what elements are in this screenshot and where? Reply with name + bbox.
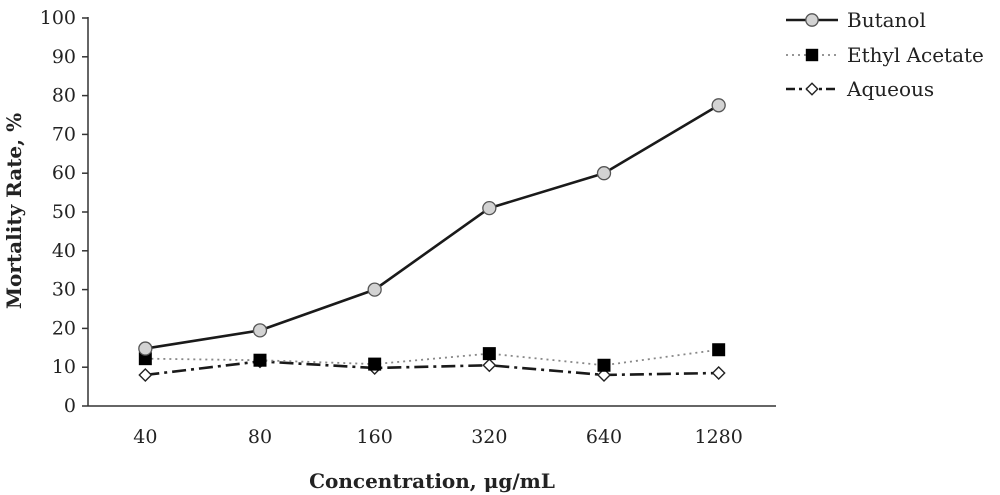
legend-marker-ethyl-acetate bbox=[805, 48, 819, 62]
x-tick-label: 40 bbox=[133, 426, 157, 448]
x-tick-label: 160 bbox=[357, 426, 393, 448]
series-ethyl-acetate bbox=[138, 343, 726, 372]
data-point-ethyl-acetate bbox=[253, 353, 267, 367]
series-butanol bbox=[138, 98, 726, 356]
x-tick-label: 640 bbox=[586, 426, 622, 448]
data-point-butanol bbox=[482, 200, 497, 216]
y-tick-label: 70 bbox=[52, 123, 76, 145]
y-tick-label: 10 bbox=[52, 356, 76, 378]
x-tick-label: 80 bbox=[248, 426, 272, 448]
series-line-ethyl-acetate bbox=[145, 348, 719, 367]
data-point-ethyl-acetate bbox=[368, 357, 382, 371]
x-axis-title: Concentration, μg/mL bbox=[309, 469, 555, 493]
data-point-butanol bbox=[252, 323, 268, 338]
data-point-ethyl-acetate bbox=[712, 343, 726, 357]
data-point-butanol bbox=[138, 341, 153, 356]
data-point-ethyl-acetate bbox=[597, 358, 611, 372]
y-tick-label: 50 bbox=[52, 201, 76, 223]
y-axis-title: Mortality Rate, % bbox=[2, 113, 26, 309]
data-point-aqueous bbox=[711, 366, 726, 381]
series-aqueous bbox=[138, 354, 726, 382]
y-tick-label: 100 bbox=[40, 7, 76, 29]
data-point-aqueous bbox=[597, 367, 611, 382]
legend-label-ethyl-acetate: Ethyl Acetate bbox=[847, 43, 984, 67]
y-tick-label: 80 bbox=[52, 85, 76, 107]
series-line-butanol bbox=[145, 104, 720, 350]
data-point-butanol bbox=[596, 166, 612, 181]
y-tick-label: 90 bbox=[52, 46, 76, 68]
plot-area: 0 10 20 30 40 50 60 70 80 90 100 40 80 160 320 640 1280 bbox=[40, 7, 776, 448]
data-point-butanol bbox=[711, 98, 726, 113]
x-tick-label: 1280 bbox=[694, 426, 742, 448]
y-tick-label: 60 bbox=[52, 162, 76, 184]
legend-marker-butanol bbox=[805, 13, 819, 27]
legend-label-butanol: Butanol bbox=[847, 8, 926, 32]
x-tick-label: 320 bbox=[471, 426, 507, 448]
y-tick-label: 40 bbox=[52, 240, 76, 262]
y-tick-label: 30 bbox=[52, 279, 76, 301]
y-tick-label: 20 bbox=[52, 317, 76, 339]
data-point-aqueous bbox=[138, 367, 153, 382]
data-point-aqueous bbox=[482, 358, 497, 373]
data-point-ethyl-acetate bbox=[482, 347, 496, 361]
y-tick-label: 0 bbox=[64, 395, 76, 417]
legend-label-aqueous: Aqueous bbox=[846, 77, 934, 101]
data-point-butanol bbox=[367, 282, 382, 297]
legend-marker-aqueous bbox=[805, 82, 819, 96]
legend: Butanol Ethyl Acetate Aqueous bbox=[786, 8, 984, 101]
series-line-aqueous bbox=[145, 360, 719, 377]
